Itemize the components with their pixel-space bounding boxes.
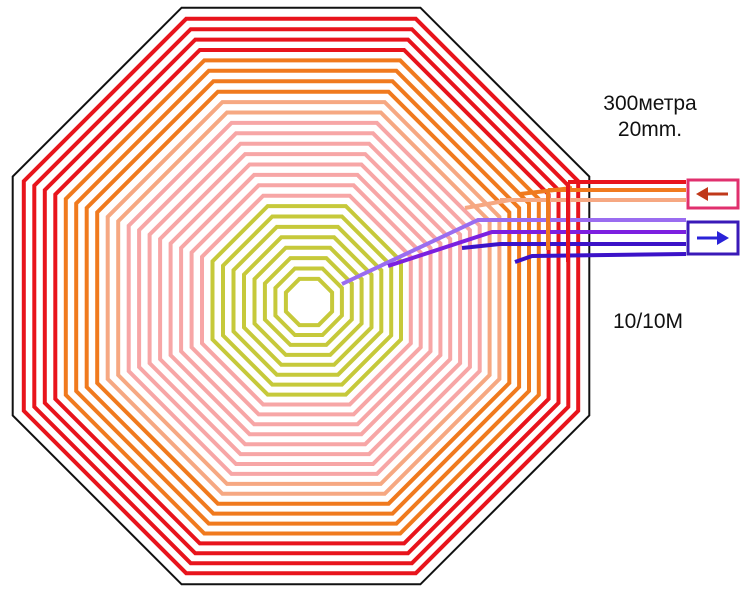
- input-terminal-box: [686, 220, 740, 256]
- coil-ring: [137, 131, 472, 466]
- coil-core: [292, 285, 326, 319]
- coil-leads: [341, 180, 687, 286]
- coil-ring: [105, 100, 502, 496]
- arrow-right-icon: [697, 231, 729, 245]
- arrow-left-icon: [696, 187, 728, 201]
- coil-ring: [179, 172, 433, 427]
- coil-ring: [84, 79, 522, 516]
- coil-ring: [210, 204, 403, 397]
- coil-ring: [200, 193, 413, 407]
- coil-ring: [95, 89, 512, 506]
- coil-ring: [63, 58, 541, 536]
- coil-ring: [42, 37, 561, 556]
- coil-ring: [74, 68, 531, 526]
- coil-ring: [168, 162, 443, 437]
- coil-width-label: 20mm.: [617, 118, 683, 141]
- coil-ring: [273, 266, 344, 337]
- coil-ring: [32, 27, 571, 566]
- coil-ring: [147, 141, 463, 457]
- coil-lead: [387, 230, 686, 268]
- output-terminal-box: [686, 178, 740, 210]
- coil-ring: [252, 245, 364, 357]
- coil-ring: [189, 183, 423, 417]
- coil-ring: [283, 276, 335, 328]
- coil-ring: [126, 120, 482, 476]
- coil-lead: [461, 242, 686, 250]
- coil-ring: [21, 16, 581, 576]
- coil-lead: [341, 218, 686, 286]
- coil-ring: [53, 48, 551, 546]
- coil-lead: [514, 252, 687, 264]
- coil-ring: [231, 224, 384, 377]
- coil-rings: [21, 16, 581, 576]
- coil-spec-label: 10/10M: [612, 310, 684, 333]
- coil-ring: [116, 110, 492, 486]
- coil-ring: [158, 152, 453, 447]
- coil-lead: [464, 198, 511, 210]
- coil-length-label: 300метра: [603, 92, 697, 115]
- coil-ring: [221, 214, 394, 387]
- coil-ring: [242, 235, 374, 367]
- coil-ring: [262, 256, 354, 347]
- outer-octagon: [11, 6, 591, 586]
